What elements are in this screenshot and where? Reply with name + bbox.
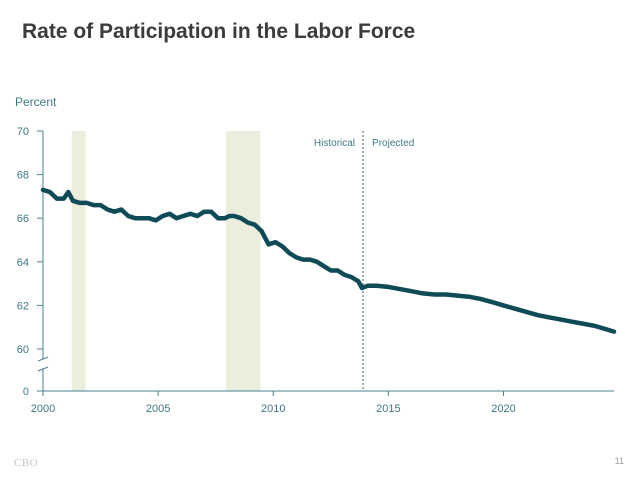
y-tick-label-64: 64 bbox=[17, 257, 29, 269]
series-line-0 bbox=[40, 187, 617, 334]
historical-label: Historical bbox=[314, 138, 355, 149]
series-lines bbox=[40, 187, 617, 334]
recession-band-1 bbox=[226, 131, 261, 391]
recession-bands bbox=[71, 131, 261, 391]
chart-annotations: Historical Projected bbox=[314, 131, 414, 391]
y-tick-label-68: 68 bbox=[17, 170, 29, 182]
y-axis-label: Percent bbox=[15, 95, 57, 109]
cbo-logo: CBO bbox=[14, 457, 39, 469]
axis-break-mark-1 bbox=[37, 356, 49, 362]
x-tick-label-2015: 2015 bbox=[376, 403, 400, 415]
x-tick-label-2020: 2020 bbox=[491, 403, 515, 415]
projected-label: Projected bbox=[372, 138, 414, 149]
y-tick-label-66: 66 bbox=[17, 213, 29, 225]
y-tick-label-60: 60 bbox=[17, 344, 29, 356]
x-tick-label-2000: 2000 bbox=[31, 403, 55, 415]
y-tick-label-0: 0 bbox=[23, 386, 29, 398]
recession-band-0 bbox=[71, 131, 86, 391]
page-number: 11 bbox=[614, 456, 624, 466]
y-tick-label-70: 70 bbox=[17, 126, 29, 138]
y-tick-label-62: 62 bbox=[17, 300, 29, 312]
slide-title: Rate of Participation in the Labor Force bbox=[22, 20, 416, 43]
x-tick-label-2005: 2005 bbox=[146, 403, 170, 415]
chart-axes: 0 60 62 64 66 68 70 2000 2005 2010 2015 2020 bbox=[17, 126, 614, 415]
x-tick-label-2010: 2010 bbox=[261, 403, 285, 415]
axis-break-mark-2 bbox=[37, 366, 49, 372]
